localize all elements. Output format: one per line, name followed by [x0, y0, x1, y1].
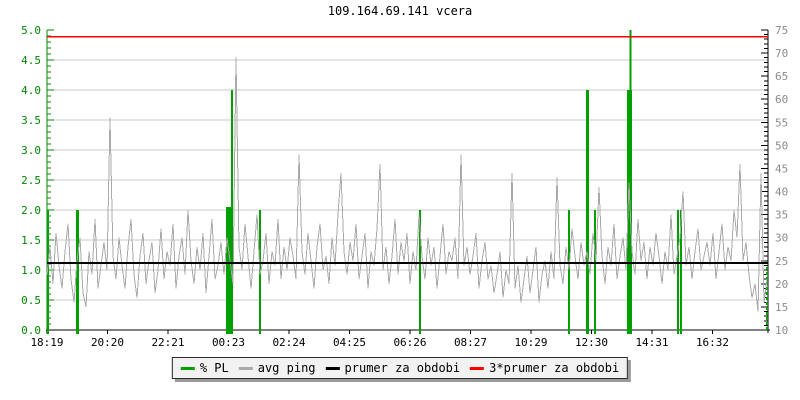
svg-text:08:27: 08:27 — [454, 336, 487, 349]
avg-ping-swatch-icon — [238, 366, 253, 370]
legend-box: % PL avg ping prumer za obdobi 3*prumer … — [171, 357, 629, 379]
svg-text:3.0: 3.0 — [21, 144, 41, 157]
svg-text:06:26: 06:26 — [393, 336, 426, 349]
right-axis: 10 15 20 25 30 35 40 45 50 55 60 65 70 75 — [761, 24, 788, 337]
legend-item-prumer: prumer za obdobi — [325, 361, 461, 375]
legend-item-3prumer: 3*prumer za obdobi — [470, 361, 619, 375]
svg-text:1.0: 1.0 — [21, 264, 41, 277]
svg-text:60: 60 — [775, 93, 788, 106]
svg-text:65: 65 — [775, 70, 788, 83]
svg-text:10:29: 10:29 — [514, 336, 547, 349]
legend-item-avg-ping: avg ping — [238, 361, 316, 375]
svg-text:2.5: 2.5 — [21, 174, 41, 187]
legend-label-avg-ping: avg ping — [257, 361, 316, 375]
svg-text:20: 20 — [775, 278, 788, 291]
svg-text:04:25: 04:25 — [333, 336, 366, 349]
svg-text:55: 55 — [775, 116, 788, 129]
svg-text:0.5: 0.5 — [21, 294, 41, 307]
svg-text:2.0: 2.0 — [21, 204, 41, 217]
legend-label-prumer: prumer za obdobi — [344, 361, 461, 375]
svg-text:3.5: 3.5 — [21, 114, 41, 127]
avg-ping-line — [46, 57, 768, 312]
svg-text:14:31: 14:31 — [635, 336, 668, 349]
svg-text:18:19: 18:19 — [30, 336, 63, 349]
svg-text:16:32: 16:32 — [696, 336, 729, 349]
svg-text:12:30: 12:30 — [575, 336, 608, 349]
left-axis: 0.0 0.5 1.0 1.5 2.0 2.5 3.0 3.5 4.0 4.5 5.0 — [21, 24, 54, 337]
graph-title: 109.164.69.141 vcera — [327, 4, 473, 18]
gridlines — [47, 59, 768, 301]
legend-label-3prumer: 3*prumer za obdobi — [489, 361, 620, 375]
svg-text:70: 70 — [775, 47, 788, 60]
svg-text:1.5: 1.5 — [21, 234, 41, 247]
svg-text:45: 45 — [775, 162, 788, 175]
prumer-swatch-icon — [325, 366, 340, 370]
svg-text:40: 40 — [775, 186, 788, 199]
svg-text:00:23: 00:23 — [212, 336, 245, 349]
svg-text:75: 75 — [775, 24, 788, 37]
svg-text:22:21: 22:21 — [151, 336, 184, 349]
svg-text:50: 50 — [775, 139, 788, 152]
legend-item-pl: % PL — [180, 361, 229, 375]
svg-text:0.0: 0.0 — [21, 324, 41, 337]
reference-lines — [47, 36, 768, 265]
svg-text:25: 25 — [775, 255, 788, 268]
legend-label-pl: % PL — [199, 361, 229, 375]
svg-text:4.0: 4.0 — [21, 84, 41, 97]
svg-text:4.5: 4.5 — [21, 54, 41, 67]
prumer3-swatch-icon — [470, 366, 485, 370]
svg-text:10: 10 — [775, 324, 788, 337]
svg-text:20:20: 20:20 — [91, 336, 124, 349]
pl-swatch-icon — [180, 366, 195, 370]
svg-text:15: 15 — [775, 301, 788, 314]
time-axis: 18:19 20:20 22:21 00:23 02:24 04:25 06:26 08:27… — [30, 329, 770, 349]
svg-text:35: 35 — [775, 209, 788, 222]
svg-text:02:24: 02:24 — [272, 336, 305, 349]
svg-text:5.0: 5.0 — [21, 24, 41, 37]
svg-text:30: 30 — [775, 232, 788, 245]
